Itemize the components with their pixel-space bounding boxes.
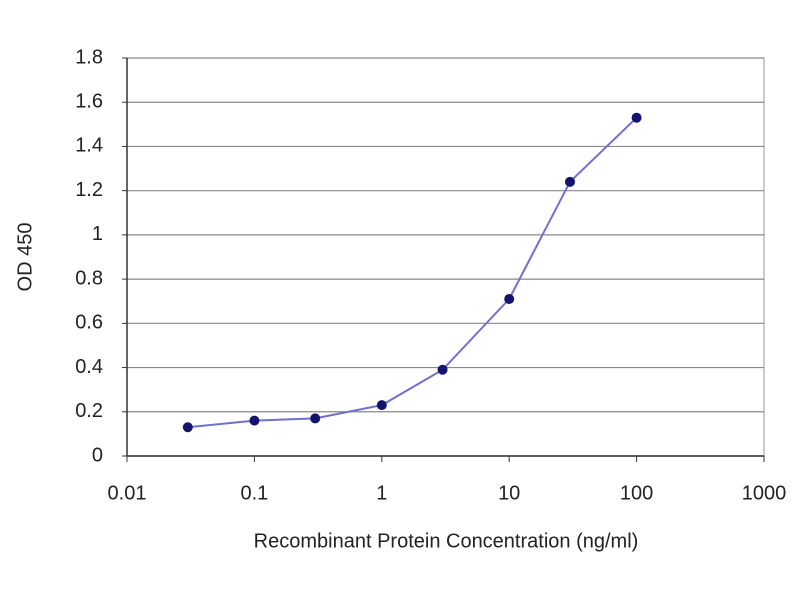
plot-area [126, 57, 765, 457]
y-tick-label: 1.8 [75, 46, 103, 68]
data-point [310, 413, 321, 424]
y-tick-label: 0.4 [75, 356, 103, 378]
x-tick-label: 10 [498, 482, 520, 504]
y-tick-label: 0.8 [75, 267, 103, 289]
data-point [376, 400, 387, 411]
y-tick-label: 0 [92, 444, 103, 466]
series-line [187, 116, 638, 429]
data-point [182, 422, 193, 433]
x-tick-label: 0.1 [240, 482, 268, 504]
y-axis-label: OD 450 [14, 223, 36, 292]
x-tick-label: 1000 [742, 482, 787, 504]
x-tick-label: 0.01 [108, 482, 147, 504]
y-tick-label: 1.2 [75, 179, 103, 201]
data-point [249, 415, 260, 426]
y-tick-label: 0.6 [75, 312, 103, 334]
y-tick-label: 1.4 [75, 135, 103, 157]
data-point [504, 294, 515, 305]
data-point [564, 176, 575, 187]
y-tick-label: 1.6 [75, 91, 103, 113]
x-axis-label: Recombinant Protein Concentration (ng/ml… [254, 530, 639, 552]
data-point [631, 112, 642, 123]
data-point [437, 364, 448, 375]
x-tick-label: 100 [620, 482, 653, 504]
x-tick-label: 1 [376, 482, 387, 504]
y-tick-label: 0.2 [75, 400, 103, 422]
y-tick-label: 1 [92, 223, 103, 245]
